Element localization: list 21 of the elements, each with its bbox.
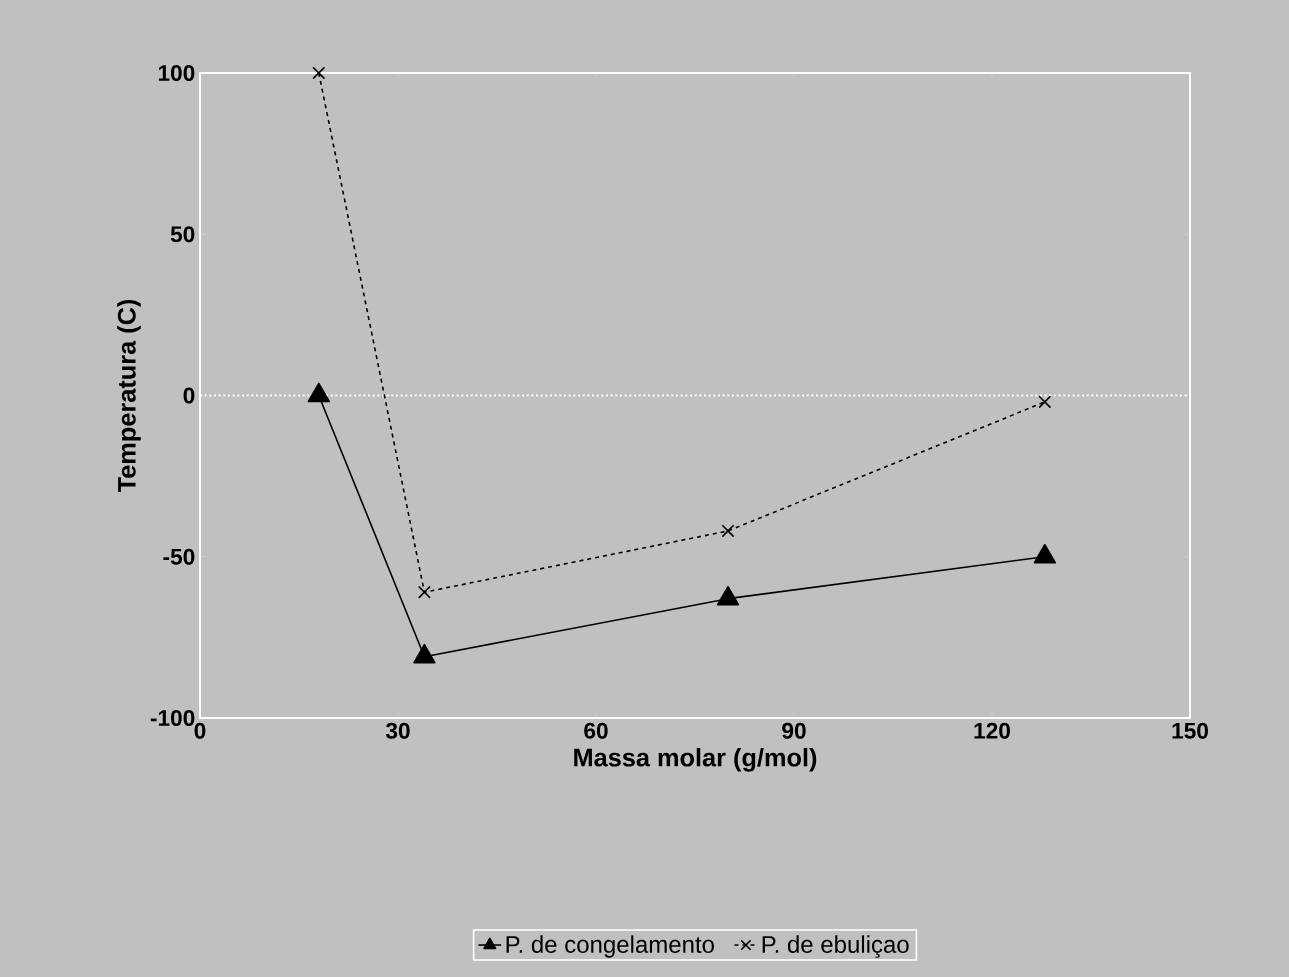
- x-tick-label: 60: [584, 722, 608, 739]
- y-tick-label: 100: [158, 64, 195, 82]
- y-tick-label: 50: [170, 226, 195, 243]
- x-tick-label: 150: [1172, 722, 1208, 739]
- y-tick-label: -100: [150, 709, 195, 727]
- x-tick-label: 0: [194, 722, 206, 739]
- point: [307, 382, 330, 403]
- legend-label: P. de congelamento: [506, 935, 714, 958]
- legend-label: P. de ebuliçao: [762, 935, 909, 958]
- y-tick-label: -50: [163, 548, 195, 565]
- point: [716, 585, 740, 606]
- point: [1033, 543, 1056, 564]
- y-tick-label: 0: [183, 387, 195, 404]
- x-tick-label: 120: [974, 722, 1010, 739]
- point: [312, 66, 326, 80]
- point: [413, 643, 436, 664]
- x-tick-label: 90: [782, 722, 806, 739]
- x-tick-label: 30: [385, 722, 410, 739]
- point: [1038, 395, 1052, 409]
- y-axis-title: Temperatura (C): [117, 299, 141, 493]
- x-axis-title: Massa molar (g/mol): [574, 747, 817, 772]
